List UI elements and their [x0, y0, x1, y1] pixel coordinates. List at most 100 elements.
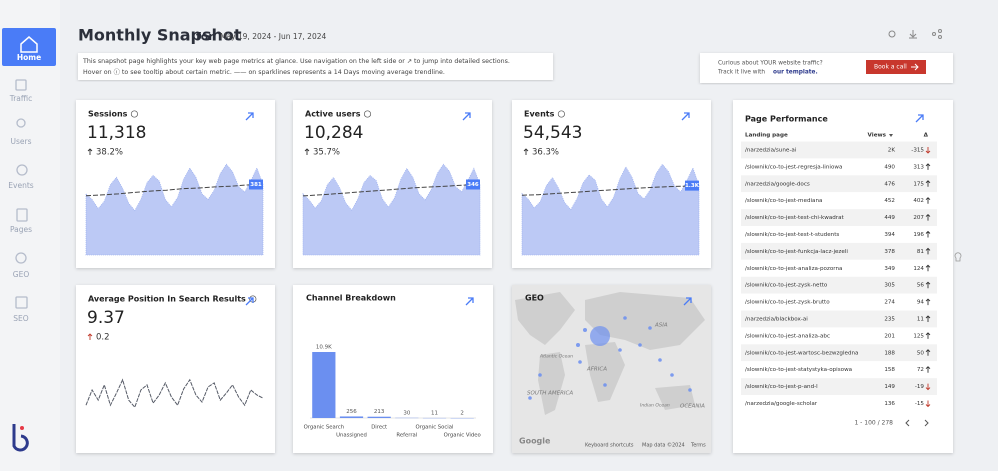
nav-pages[interactable]: Pages — [10, 225, 32, 234]
table-row[interactable] — [741, 209, 937, 227]
views: 158 — [884, 367, 895, 373]
nav-icons — [15, 79, 28, 309]
drill-arrow[interactable] — [245, 297, 254, 306]
drill-arrow[interactable] — [681, 112, 690, 121]
pagination: 1 - 100 / 278 — [854, 420, 893, 427]
data-label: 256 — [346, 409, 357, 415]
views: 201 — [884, 333, 895, 339]
sparkline-line — [85, 378, 264, 409]
pagination-arrows[interactable] — [905, 419, 929, 427]
landing-page: /slownik/co-to-jest-analiza-pozorna — [745, 266, 842, 272]
map-attribution: Google — [519, 437, 551, 446]
channel-chart: 10.9K Organic Search 256 Unassigned 213 Direc… — [304, 345, 481, 439]
table-row[interactable] — [741, 310, 937, 328]
nav-traffic[interactable]: Traffic — [9, 94, 33, 103]
map-label: OCEANIA — [680, 404, 705, 410]
nav-seo[interactable]: SEO — [13, 314, 28, 323]
scorecard: Average Position In Search Results 9.37 0.… — [76, 285, 275, 453]
landing-page: /slownik/co-to-jest-statystyka-opisowa — [745, 367, 852, 373]
x-tick-label: Direct — [371, 425, 387, 431]
delta: 11 — [917, 317, 925, 323]
metric-value: 10,284 — [304, 123, 363, 143]
map-footer[interactable]: Keyboard shortcuts — [585, 443, 634, 449]
landing-page: /narzedzia/google-scholar — [745, 401, 818, 407]
up-arrow — [925, 230, 931, 238]
toolbar-icons[interactable] — [888, 29, 942, 39]
book-call-label[interactable]: Book a call — [874, 64, 907, 71]
landing-page: /slownik/co-to-jest-analiza-abc — [745, 333, 830, 339]
date-range[interactable]: May 19, 2024 - Jun 17, 2024 — [220, 32, 326, 41]
views: 378 — [884, 249, 895, 255]
landing-page: /slownik/co-to-jest-test-chi-kwadrat — [745, 215, 845, 221]
views: 235 — [884, 317, 895, 323]
x-tick-label: Organic Social — [416, 425, 454, 431]
promo-line: Track it live with — [717, 70, 765, 76]
card-title: Page Performance — [745, 115, 828, 124]
drill-arrow[interactable] — [683, 297, 692, 306]
info-icon[interactable] — [557, 110, 565, 118]
page-title: Monthly Snapshot — [78, 26, 242, 45]
down-arrow — [925, 147, 931, 154]
drill-arrow[interactable] — [462, 112, 471, 121]
button-arrow — [911, 63, 919, 71]
card — [76, 285, 275, 453]
table-row[interactable] — [741, 158, 937, 176]
table-row[interactable] — [741, 259, 937, 277]
table-row[interactable] — [741, 395, 937, 412]
views: 149 — [884, 384, 895, 390]
card-title: GEO — [525, 294, 544, 303]
views: 305 — [884, 283, 895, 289]
end-label: 1.3K — [685, 183, 700, 189]
nav-active-bg[interactable] — [2, 28, 56, 66]
data-label: 213 — [374, 409, 385, 415]
end-label-bg — [466, 179, 480, 190]
bar — [312, 352, 336, 418]
card-title: Events — [524, 110, 555, 119]
column-header[interactable]: Δ — [924, 133, 929, 139]
table-row[interactable] — [741, 361, 937, 379]
views: 349 — [884, 266, 895, 272]
table-row[interactable] — [741, 378, 937, 396]
column-header[interactable]: Views — [868, 133, 887, 139]
column-header[interactable]: Landing page — [745, 133, 788, 139]
landing-page: /slownik/co-to-jest-test-t-students — [745, 232, 839, 238]
promo-link[interactable]: our template. — [773, 70, 818, 76]
for-label: for — [196, 30, 214, 43]
x-tick-label: Organic Search — [304, 425, 344, 431]
metric-change: 35.7% — [313, 148, 340, 158]
nav-users[interactable]: Users — [10, 137, 31, 146]
nav-events[interactable]: Events — [8, 181, 33, 190]
sidebar — [0, 0, 60, 471]
description-line: This snapshot page highlights your key w… — [82, 58, 510, 65]
table-row[interactable] — [741, 242, 937, 260]
delta: 94 — [917, 300, 925, 306]
table-row[interactable] — [741, 293, 937, 311]
info-icon[interactable] — [130, 110, 138, 118]
info-icon[interactable] — [363, 110, 372, 118]
table-row[interactable] — [741, 192, 937, 210]
table-row[interactable] — [741, 175, 937, 193]
views: 136 — [884, 401, 895, 407]
delta: 50 — [917, 350, 925, 356]
nav-geo[interactable]: GEO — [13, 270, 30, 279]
table-row[interactable] — [741, 344, 937, 362]
table-row[interactable] — [741, 226, 937, 243]
delta: 175 — [913, 181, 924, 187]
table-row[interactable] — [741, 327, 937, 345]
drill-arrow[interactable] — [915, 114, 924, 123]
book-call-button[interactable] — [866, 60, 926, 74]
map-markers — [528, 316, 692, 400]
nav-home[interactable]: Home — [17, 53, 41, 62]
up-arrow — [925, 264, 931, 272]
drill-arrow[interactable] — [245, 112, 254, 121]
x-tick-label: Organic Video — [444, 433, 481, 439]
table-row[interactable] — [741, 276, 937, 294]
drill-arrow[interactable] — [465, 297, 474, 306]
up-arrow — [925, 163, 931, 170]
delta: 81 — [917, 249, 925, 255]
table-row[interactable] — [741, 141, 937, 159]
delta: -315 — [911, 148, 924, 154]
hint-icon[interactable] — [954, 252, 962, 262]
data-label: 11 — [431, 410, 438, 416]
map-footer[interactable]: Terms — [690, 443, 706, 449]
